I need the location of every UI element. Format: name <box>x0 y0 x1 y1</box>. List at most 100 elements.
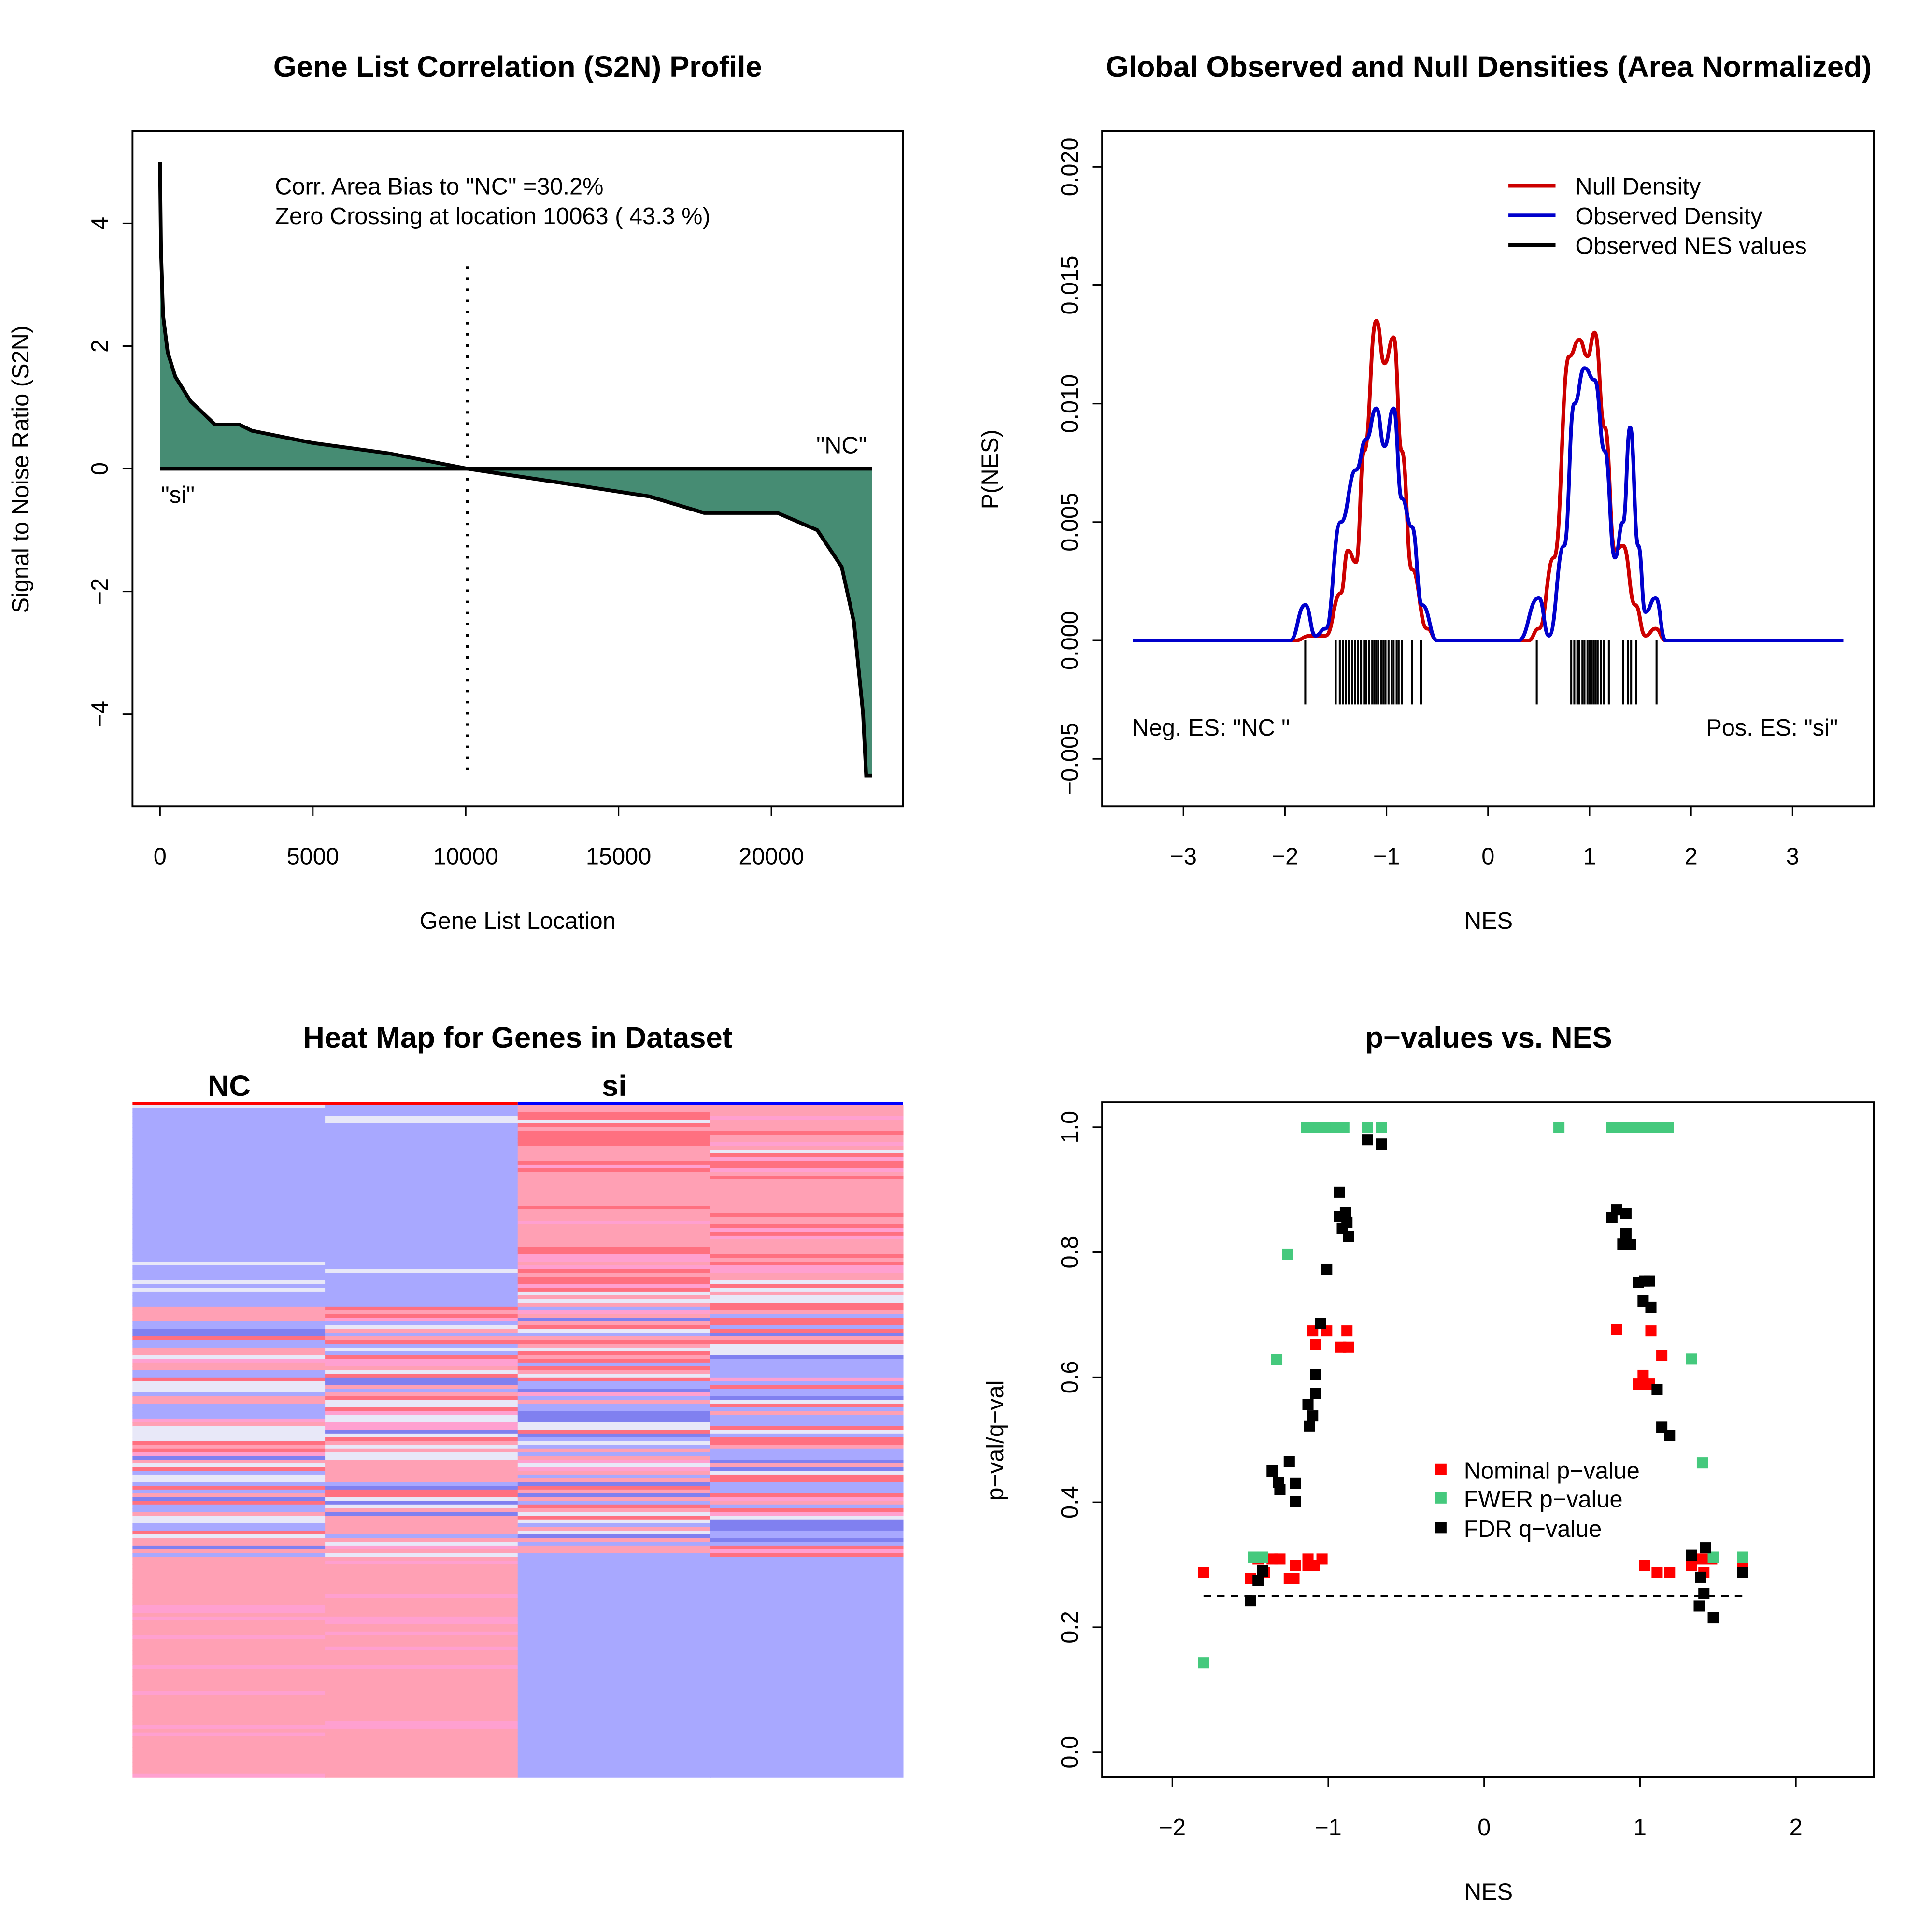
heatmap-cell <box>325 1691 519 1696</box>
fdr-point <box>1266 1465 1278 1477</box>
heatmap-cell <box>325 1183 519 1188</box>
heatmap-cell <box>325 1501 519 1506</box>
heatmap-cell <box>517 1318 711 1322</box>
heatmap-cell <box>325 1486 519 1491</box>
heatmap-cell <box>710 1426 904 1431</box>
heatmap-cell <box>710 1183 904 1188</box>
heatmap-cell <box>710 1732 904 1737</box>
bias-annotation: Corr. Area Bias to "NC" =30.2% <box>275 174 603 200</box>
legend-fdr-swatch <box>1435 1522 1447 1534</box>
nominal-point <box>1695 1553 1706 1565</box>
heatmap-cell <box>325 1549 519 1554</box>
fwer-point <box>1376 1122 1387 1133</box>
heatmap-cell <box>517 1478 711 1483</box>
heatmap-cell <box>325 1426 519 1431</box>
heatmap-cell <box>517 1516 711 1520</box>
heatmap-cell <box>325 1176 519 1180</box>
heatmap-cell <box>132 1545 326 1550</box>
heatmap-cell <box>325 1646 519 1651</box>
heatmap-cell <box>710 1616 904 1621</box>
heatmap-cell <box>325 1310 519 1315</box>
heatmap-cell <box>710 1138 904 1143</box>
heatmap-cell <box>710 1325 904 1330</box>
heatmap-cell <box>325 1347 519 1352</box>
heatmap-cell <box>132 1624 326 1629</box>
heatmap-cell <box>132 1351 326 1356</box>
heatmap-cell <box>325 1755 519 1760</box>
heatmap-cell <box>710 1194 904 1199</box>
heatmap-cell <box>325 1295 519 1300</box>
heatmap-cell <box>710 1329 904 1334</box>
heatmap-cell <box>517 1187 711 1192</box>
fdr-point <box>1620 1208 1632 1219</box>
heatmap-cell <box>710 1508 904 1513</box>
heatmap-cell <box>325 1489 519 1494</box>
fdr-point <box>1321 1263 1333 1275</box>
heatmap-cell <box>710 1624 904 1629</box>
fdr-point <box>1700 1542 1711 1554</box>
heatmap-cell <box>132 1646 326 1651</box>
fwer-point <box>1616 1122 1627 1133</box>
heatmap-cell <box>132 1310 326 1315</box>
heatmap-cell <box>325 1336 519 1341</box>
heatmap-cell <box>517 1258 711 1263</box>
heatmap-cell <box>517 1131 711 1136</box>
heatmap-cell <box>325 1325 519 1330</box>
heatmap-cell <box>517 1176 711 1180</box>
heatmap-cell <box>517 1631 711 1636</box>
heatmap-cell <box>710 1445 904 1449</box>
heatmap-cell <box>517 1474 711 1479</box>
heatmap-cell <box>132 1654 326 1659</box>
heatmap-cell <box>517 1344 711 1349</box>
heatmap-cell <box>132 1172 326 1177</box>
heatmap-cell <box>132 1635 326 1640</box>
heatmap-cell <box>132 1706 326 1711</box>
heatmap-cell <box>517 1239 711 1244</box>
heatmap-cell <box>517 1407 711 1412</box>
heatmap-cell <box>132 1258 326 1263</box>
heatmap-cell <box>325 1628 519 1633</box>
heatmap-cell <box>517 1568 711 1573</box>
heatmap-cell <box>710 1276 904 1281</box>
heatmap-cell <box>132 1108 326 1113</box>
heatmap-cell <box>132 1168 326 1173</box>
heatmap-cell <box>325 1314 519 1319</box>
heatmap-cell <box>710 1463 904 1468</box>
heatmap-cell <box>517 1493 711 1498</box>
nominal-point <box>1274 1553 1286 1565</box>
heatmap-cell <box>710 1273 904 1278</box>
heatmap-cell <box>517 1579 711 1584</box>
heatmap-cell <box>710 1172 904 1177</box>
heatmap-cell <box>132 1590 326 1595</box>
fdr-point <box>1283 1456 1295 1467</box>
heatmap-cell <box>132 1176 326 1180</box>
heatmap-cell <box>132 1684 326 1689</box>
heatmap-cell <box>132 1228 326 1233</box>
heatmap-cell <box>325 1206 519 1210</box>
heatmap-cell <box>132 1340 326 1345</box>
heatmap-cell <box>517 1202 711 1207</box>
heatmap-cell <box>710 1441 904 1446</box>
heatmap-cell <box>517 1135 711 1139</box>
heatmap-cell <box>710 1150 904 1154</box>
heatmap-cell <box>517 1400 711 1405</box>
observed-density-line <box>1133 366 1844 642</box>
heatmap-cell <box>132 1755 326 1760</box>
heatmap-cell <box>517 1728 711 1733</box>
heatmap-cell <box>517 1150 711 1154</box>
heatmap-cell <box>517 1295 711 1300</box>
fdr-point <box>1307 1410 1319 1422</box>
heatmap-cell <box>517 1594 711 1599</box>
heatmap-cell <box>132 1105 326 1109</box>
heatmap-cell <box>132 1713 326 1719</box>
heatmap-cell <box>517 1284 711 1289</box>
heatmap-cell <box>710 1239 904 1244</box>
heatmap-cell <box>325 1445 519 1449</box>
heatmap-cell <box>132 1482 326 1487</box>
heatmap-cell <box>325 1366 519 1371</box>
heatmap-cell <box>132 1519 326 1524</box>
heatmap-cell <box>132 1770 326 1775</box>
heatmap-cell <box>517 1314 711 1319</box>
heatmap-cell <box>710 1344 904 1349</box>
